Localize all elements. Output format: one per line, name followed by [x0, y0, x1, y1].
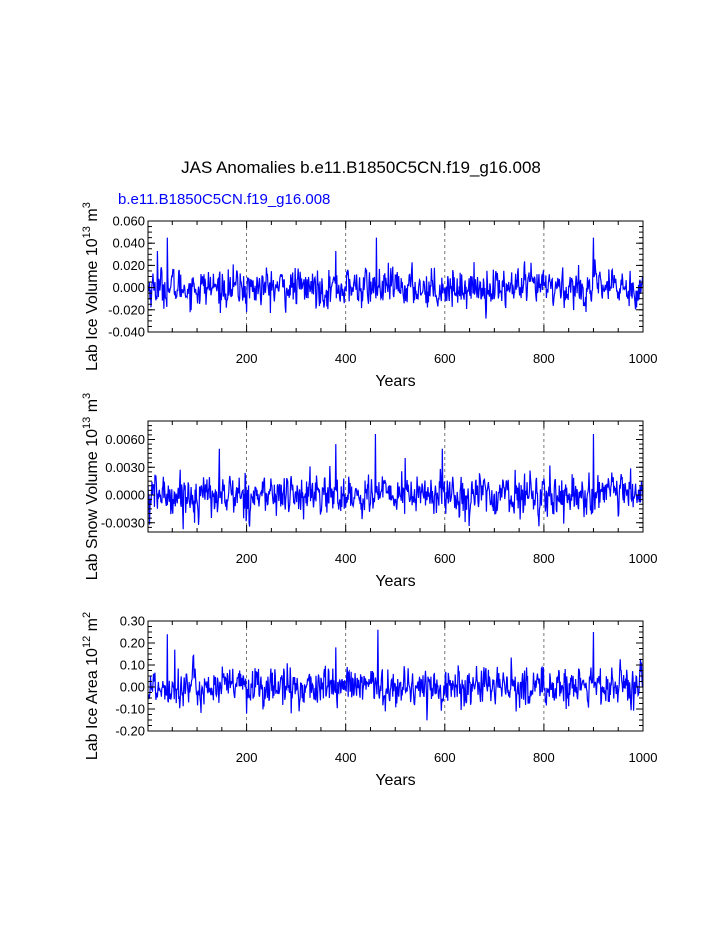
x-axis-label: Years	[375, 373, 415, 390]
chart-title: JAS Anomalies b.e11.B1850C5CN.f19_g16.00…	[181, 158, 541, 177]
xtick-label: 1000	[629, 551, 658, 566]
x-axis-label: Years	[375, 573, 415, 590]
series-line-snow-volume	[147, 433, 644, 530]
ytick-label: 0.040	[112, 236, 145, 251]
ytick-label: 0.000	[112, 280, 145, 295]
ytick-label: -0.020	[108, 302, 145, 317]
ytick-label: 0.0030	[105, 460, 145, 475]
ytick-label: 0.0060	[105, 432, 145, 447]
panel-ice-volume: -0.040 -0.020 0.000 0.020 0.040 0.060 200 400 60…	[81, 202, 657, 390]
xtick-label: 400	[335, 750, 357, 765]
y-axis-label: Lab Ice Volume 1013 m3	[81, 202, 101, 371]
ytick-label: 0.30	[120, 614, 145, 629]
ytick-label: -0.20	[115, 724, 145, 739]
xtick-label: 600	[434, 351, 456, 366]
xtick-label: 1000	[629, 351, 658, 366]
xtick-label: 800	[533, 750, 555, 765]
xtick-label: 200	[236, 551, 258, 566]
panel-snow-volume: -0.0030 0.0000 0.0030 0.0060 200 400 600 800 100…	[81, 393, 657, 590]
xtick-label: 600	[434, 551, 456, 566]
ytick-label: 0.10	[120, 658, 145, 673]
ytick-label: 0.20	[120, 636, 145, 651]
xtick-label: 400	[335, 351, 357, 366]
ytick-label: 0.060	[112, 214, 145, 229]
ytick-label: 0.0000	[105, 488, 145, 503]
xtick-label: 800	[533, 351, 555, 366]
xtick-label: 600	[434, 750, 456, 765]
ytick-label: 0.020	[112, 258, 145, 273]
xtick-label: 200	[236, 351, 258, 366]
series-line-ice-volume	[147, 237, 644, 319]
xtick-label: 200	[236, 750, 258, 765]
plot-frame	[147, 420, 644, 533]
ytick-label: 0.00	[120, 680, 145, 695]
panels: -0.040 -0.020 0.000 0.020 0.040 0.060 200 400 60…	[81, 202, 657, 789]
y-axis-label: Lab Ice Area 1012 m2	[81, 612, 101, 760]
y-axis-label: Lab Snow Volume 1013 m3	[81, 393, 101, 580]
xtick-label: 400	[335, 551, 357, 566]
chart-subtitle: b.e11.B1850C5CN.f19_g16.008	[118, 191, 330, 208]
ytick-label: -0.10	[115, 702, 145, 717]
ytick-label: -0.0030	[101, 515, 145, 530]
x-axis-label: Years	[375, 772, 415, 789]
xtick-label: 1000	[629, 750, 658, 765]
ytick-label: -0.040	[108, 325, 145, 340]
panel-ice-area: -0.20 -0.10 0.00 0.10 0.20 0.30 200 400 600 800 10…	[81, 612, 657, 789]
series-line-ice-area	[147, 629, 644, 721]
xtick-label: 800	[533, 551, 555, 566]
